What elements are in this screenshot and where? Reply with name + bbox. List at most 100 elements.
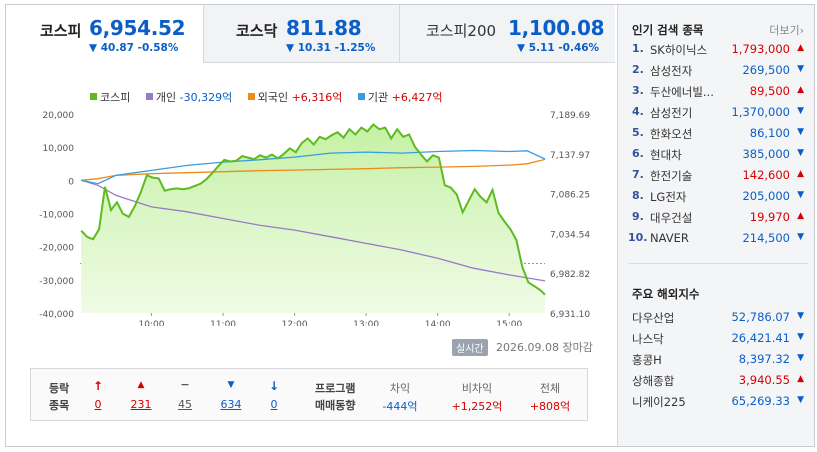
legend-kospi[interactable]: 코스피 [90,89,130,105]
popular-item[interactable]: 4. 삼성전기 1,370,000 ▼ [632,105,808,125]
right-axis-tick-label: 6,931.10 [550,310,590,320]
popular-name[interactable]: 삼성전기 [650,106,693,120]
tab-kospi-change: ▼ 40.87 -0.58% [89,42,179,54]
popular-name[interactable]: 삼성전자 [650,64,693,78]
tab-kospi[interactable]: 코스피 6,954.52 ▼ 40.87 -0.58% [6,5,204,63]
popular-rank: 3. [632,84,644,97]
popular-rank: 4. [632,105,644,118]
popular-item[interactable]: 1. SK하이닉스 1,793,000 ▲ [632,42,808,62]
panel-divider [628,263,808,264]
popular-item[interactable]: 3. 두산에너빌... 89,500 ▲ [632,84,808,104]
popular-name[interactable]: 한전기술 [650,169,693,183]
program-total-label: 전체 [539,382,561,395]
up-triangle-icon: ▲ [797,374,804,384]
popular-name[interactable]: LG전자 [650,190,687,204]
tab-kosdaq-change: ▼ 10.31 -1.25% [286,42,376,54]
global-index-name[interactable]: 상해종합 [632,374,675,388]
breadth-flat[interactable]: 45 [178,398,192,411]
global-index-item[interactable]: 나스닥 26,421.41 ▼ [632,331,808,351]
program-total-value: +808억 [529,400,571,413]
chevron-right-icon: › [799,24,804,37]
breadth-down[interactable]: 634 [220,398,242,411]
right-axis-tick-label: 7,189.69 [550,111,590,121]
index-tabs: 코스피 6,954.52 ▼ 40.87 -0.58% 코스닥 811.88 ▼… [6,5,615,63]
legend-institution[interactable]: 기관 +6,427억 [357,89,443,105]
popular-item[interactable]: 8. LG전자 205,000 ▼ [632,189,808,209]
global-index-item[interactable]: 니케이225 65,269.33 ▼ [632,394,808,414]
left-axis-tick-label: 0 [68,177,74,187]
popular-item[interactable]: 7. 한전기술 142,600 ▲ [632,168,808,188]
global-index-item[interactable]: 상해종합 3,940.55 ▲ [632,373,808,393]
popular-name[interactable]: 현대차 [650,148,682,162]
legend-kospi-swatch [90,93,97,100]
global-index-name[interactable]: 홍콩H [632,353,662,367]
popular-rank: 1. [632,42,644,55]
popular-name[interactable]: 대우건설 [650,211,693,225]
popular-item[interactable]: 2. 삼성전자 269,500 ▼ [632,63,808,83]
legend-foreign-swatch [247,93,255,100]
chart-ticks: 20,000 10,000 0 -10,000 -20,000 -30,000 -40,00… [39,111,590,326]
popular-name[interactable]: SK하이닉스 [650,43,708,57]
popular-name[interactable]: 두산에너빌... [650,85,714,99]
global-index-item[interactable]: 다우산업 52,786.07 ▼ [632,310,808,330]
popular-price: 214,500 [742,231,790,245]
global-index-name[interactable]: 나스닥 [632,332,664,346]
down-triangle-icon: ▼ [797,311,804,321]
global-index-item[interactable]: 홍콩H 8,397.32 ▼ [632,352,808,372]
popular-name[interactable]: 한화오션 [650,127,693,141]
tab-kospi200[interactable]: 코스피200 1,100.08 ▼ 5.11 -0.46% [400,5,615,63]
legend-institution-label: 기관 [367,91,389,104]
left-axis-tick-label: -30,000 [39,277,74,287]
x-axis-tick-label: 10:00 [139,320,165,326]
popular-item[interactable]: 6. 현대차 385,000 ▼ [632,147,808,167]
popular-price: 1,370,000 [731,105,790,119]
breadth-limit-up[interactable]: 0 [94,398,102,411]
more-link[interactable]: 더보기› [769,22,804,38]
institution-line [81,149,546,185]
more-link-label: 더보기 [769,24,800,37]
program-arb-label: 차익 [389,382,411,395]
global-index-name[interactable]: 니케이225 [632,395,686,409]
tab-kospi200-name: 코스피200 [426,22,497,40]
global-index-name[interactable]: 다우산업 [632,311,675,325]
global-index-value: 65,269.33 [731,394,790,408]
popular-item[interactable]: 9. 대우건설 19,970 ▲ [632,210,808,230]
popular-price: 1,793,000 [731,42,790,56]
global-index-value: 8,397.32 [738,352,790,366]
breadth-label-1: 등락 [49,382,70,395]
popular-name[interactable]: NAVER [650,231,689,245]
individual-line [81,179,546,282]
up-triangle-icon: ▲ [797,85,804,95]
right-panel: 인기 검색 종목 더보기› 1. SK하이닉스 1,793,000 ▲ 2. 삼성전자 26… [617,5,814,446]
limit-down-arrow-icon: ↓ [268,379,280,393]
tab-kospi200-change: ▼ 5.11 -0.46% [517,42,600,54]
popular-item[interactable]: 10. NAVER 214,500 ▼ [628,231,808,251]
tab-kospi-value: 6,954.52 [89,16,186,40]
program-arb-value: -444억 [382,400,418,413]
breadth-limit-down[interactable]: 0 [270,398,278,411]
legend-foreign-label: 외국인 [257,91,289,104]
tab-kospi200-value: 1,100.08 [508,16,605,40]
kospi-line [80,123,546,296]
legend-foreign-value: +6,316억 [291,91,343,104]
foreign-line [81,158,546,181]
x-axis-tick-label: 13:00 [353,320,379,326]
legend-foreign[interactable]: 외국인 +6,316억 [247,89,343,105]
popular-item[interactable]: 5. 한화오션 86,100 ▼ [632,126,808,146]
legend-kospi-label: 코스피 [100,91,131,104]
popular-rank: 2. [632,63,644,76]
popular-rank: 10. [628,231,648,244]
tab-kospi-name: 코스피 [40,22,82,40]
global-index-value: 3,940.55 [738,373,790,387]
program-nonarb-value: +1,252억 [451,400,503,413]
popular-price: 269,500 [742,63,790,77]
breadth-up[interactable]: 231 [130,398,152,411]
legend-individual[interactable]: 개인 -30,329억 [145,89,232,105]
program-label-1: 프로그램 [315,382,356,395]
x-axis-tick-label: 11:00 [210,320,236,326]
chart-lines [80,123,546,296]
legend-institution-swatch [357,93,365,100]
tab-kosdaq[interactable]: 코스닥 811.88 ▼ 10.31 -1.25% [204,5,400,63]
chart-legend: 코스피 개인 -30,329억 외국인 +6,316억 기관 +6,427억 [90,89,455,105]
popular-rank: 7. [632,168,644,181]
